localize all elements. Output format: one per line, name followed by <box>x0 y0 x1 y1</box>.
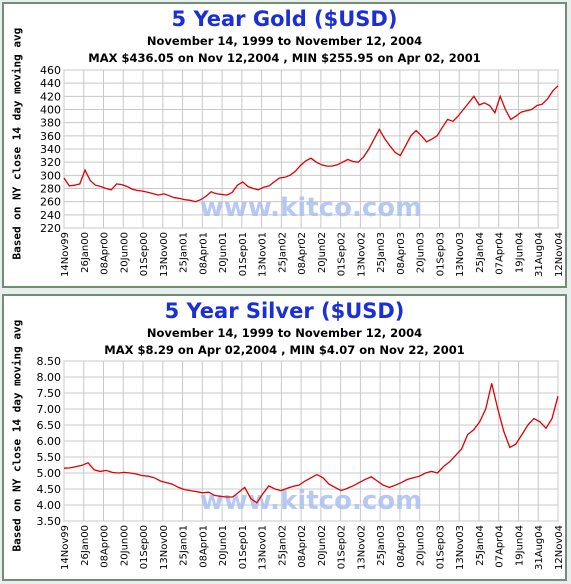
gold-y-tick-label: 420 <box>40 90 61 103</box>
gold-x-tick-label: 20Jun03 <box>416 232 427 273</box>
silver-x-tick-label: 14Nov99 <box>60 525 71 570</box>
gold-y-tick-label: 280 <box>40 183 61 196</box>
silver-x-tick-label: 08Apr02 <box>297 525 308 568</box>
gold-x-tick-label: 08Apr00 <box>100 232 111 275</box>
silver-x-tick-label: 25Jan02 <box>277 525 288 566</box>
gold-y-tick-label: 340 <box>40 143 61 156</box>
gold-x-tick-label: 25Jan03 <box>376 232 387 273</box>
silver-y-tick-label: 4.00 <box>37 499 62 512</box>
silver-x-tick-label: 01Sep02 <box>337 525 348 569</box>
silver-x-tick-label: 08Apr03 <box>396 525 407 568</box>
gold-y-tick-label: 380 <box>40 117 61 130</box>
gold-y-tick-label: 460 <box>40 64 61 77</box>
gold-x-tick-label: 25Jan04 <box>475 232 486 273</box>
silver-chart-max-min: MAX $8.29 on Apr 02,2004 , MIN $4.07 on … <box>104 343 465 357</box>
silver-x-tick-label: 20Jun01 <box>218 525 229 566</box>
silver-price-line <box>63 383 559 504</box>
gold-x-tick-label: 13Nov03 <box>455 232 466 277</box>
silver-y-tick-label: 3.50 <box>37 515 62 528</box>
silver-y-tick-label: 7.00 <box>37 403 62 416</box>
silver-y-tick-label: 4.50 <box>37 483 62 496</box>
gold-chart-panel: 220 240 260 280 300 320 340 360 380 400 420 440 460 1… <box>2 2 567 288</box>
gold-y-tick-label: 320 <box>40 156 61 169</box>
gold-x-tick-label: 26Jan00 <box>80 232 91 273</box>
silver-x-tick-label: 25Jan04 <box>475 525 486 566</box>
gold-x-tick-label: 19Jun04 <box>514 232 525 273</box>
gold-x-tick-label: 13Nov02 <box>356 232 367 277</box>
gold-y-tick-label: 240 <box>40 209 61 222</box>
gold-y-tick-label: 360 <box>40 130 61 143</box>
silver-watermark: www.kitco.com <box>200 486 422 516</box>
silver-x-tick-label: 08Apr01 <box>198 525 209 568</box>
silver-y-tick-label: 8.50 <box>37 355 62 368</box>
silver-chart-panel: 3.50 4.00 4.50 5.00 5.50 6.00 6.50 7.00 7.50 8.00… <box>2 294 567 581</box>
gold-x-tick-label: 07Apr04 <box>495 232 506 275</box>
silver-x-tick-label: 13Nov01 <box>258 525 269 570</box>
silver-x-tick-label: 31Aug04 <box>534 525 545 570</box>
gold-x-tick-label: 13Nov00 <box>159 232 170 277</box>
silver-y-tick-label: 6.50 <box>37 419 62 432</box>
silver-x-tick-label: 20Jun03 <box>416 525 427 566</box>
silver-x-tick-label: 25Jan01 <box>179 525 190 566</box>
silver-chart-date-range: November 14, 1999 to November 12, 2004 <box>146 326 423 340</box>
silver-x-tick-label: 01Sep00 <box>139 525 150 569</box>
gold-y-tick-label: 220 <box>40 222 61 235</box>
gold-chart-y-axis-label: Based on NY close 14 day moving avg <box>10 27 24 260</box>
gold-x-tick-label: 13Nov01 <box>258 232 269 277</box>
gold-y-tick-label: 400 <box>40 104 61 117</box>
silver-x-tick-label: 25Jan03 <box>376 525 387 566</box>
gold-chart-date-range: November 14, 1999 to November 12, 2004 <box>146 34 423 48</box>
gold-chart-max-min: MAX $436.05 on Nov 12,2004 , MIN $255.95… <box>88 51 481 65</box>
silver-y-tick-label: 5.00 <box>37 467 62 480</box>
silver-y-tick-label: 7.50 <box>37 387 62 400</box>
silver-x-tick-label: 13Nov03 <box>455 525 466 570</box>
silver-x-tick-label: 13Nov00 <box>159 525 170 570</box>
silver-chart-y-axis-label: Based on NY close 14 day moving avg <box>10 319 24 552</box>
silver-chart-title: 5 Year Silver ($USD) <box>164 299 405 323</box>
silver-x-tick-label: 08Apr00 <box>100 525 111 568</box>
gold-x-tick-label: 31Aug04 <box>534 232 545 277</box>
gold-x-tick-label: 20Jun01 <box>218 232 229 273</box>
silver-y-tick-label: 6.00 <box>37 435 62 448</box>
gold-x-tick-label: 01Sep03 <box>435 232 446 276</box>
gold-x-tick-label: 01Sep01 <box>238 232 249 276</box>
silver-y-tick-label: 5.50 <box>37 451 62 464</box>
silver-x-tick-label: 20Jun00 <box>119 525 130 566</box>
silver-y-tick-label: 8.00 <box>37 371 62 384</box>
silver-x-tick-label: 12Nov04 <box>554 525 565 570</box>
gold-watermark: www.kitco.com <box>200 193 422 223</box>
silver-x-tick-label: 07Apr04 <box>495 525 506 568</box>
gold-x-tick-label: 08Apr02 <box>297 232 308 275</box>
gold-x-tick-label: 20Jun00 <box>119 232 130 273</box>
gold-x-tick-label: 20Jun02 <box>317 232 328 273</box>
gold-y-tick-label: 300 <box>40 169 61 182</box>
gold-x-tick-label: 25Jan01 <box>179 232 190 273</box>
gold-chart-title: 5 Year Gold ($USD) <box>171 7 398 31</box>
gold-x-tick-label: 25Jan02 <box>277 232 288 273</box>
gold-x-tick-label: 14Nov99 <box>60 232 71 277</box>
gold-x-tick-label: 01Sep00 <box>139 232 150 276</box>
gold-x-tick-label: 08Apr01 <box>198 232 209 275</box>
gold-x-tick-label: 01Sep02 <box>337 232 348 276</box>
silver-x-tick-label: 01Sep03 <box>435 525 446 569</box>
silver-x-tick-label: 26Jan00 <box>80 525 91 566</box>
silver-chart: 3.50 4.00 4.50 5.00 5.50 6.00 6.50 7.00 7.50 8.00… <box>37 355 566 570</box>
silver-x-tick-label: 01Sep01 <box>238 525 249 569</box>
gold-y-tick-label: 260 <box>40 196 61 209</box>
gold-price-line <box>63 85 559 203</box>
silver-x-tick-label: 20Jun02 <box>317 525 328 566</box>
silver-x-tick-label: 13Nov02 <box>356 525 367 570</box>
gold-y-tick-label: 440 <box>40 77 61 90</box>
gold-x-tick-label: 12Nov04 <box>554 232 565 277</box>
gold-x-tick-label: 08Apr03 <box>396 232 407 275</box>
silver-x-tick-label: 19Jun04 <box>514 525 525 566</box>
